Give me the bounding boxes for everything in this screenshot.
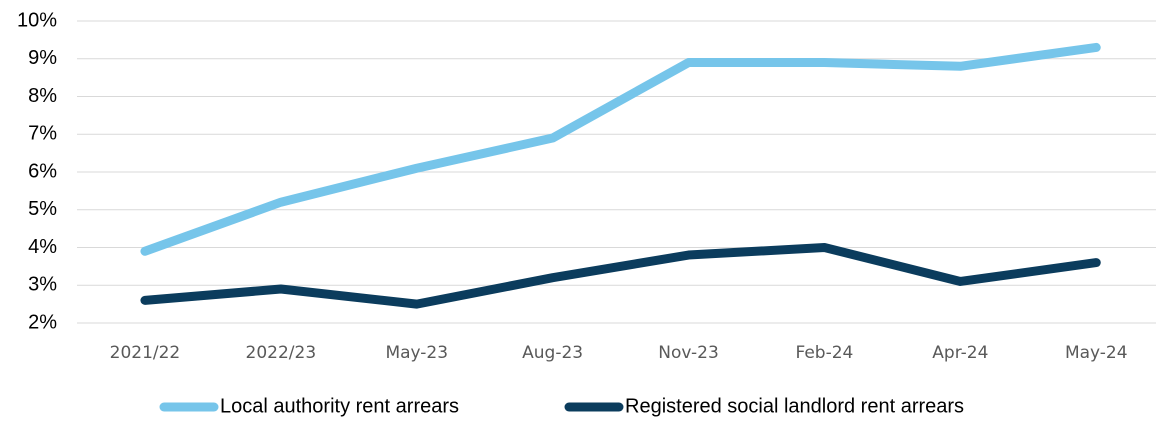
- series-line: [140, 42, 1101, 256]
- x-tick-label: Aug-23: [522, 343, 583, 363]
- x-tick-label: May-23: [385, 343, 448, 363]
- y-tick-label: 9%: [28, 47, 57, 69]
- legend-label: Registered social landlord rent arrears: [625, 395, 964, 417]
- y-tick-label: 3%: [28, 274, 57, 296]
- y-tick-label: 7%: [28, 123, 57, 145]
- y-tick-label: 10%: [17, 9, 57, 31]
- y-tick-label: 2%: [28, 311, 57, 333]
- y-tick-label: 6%: [28, 160, 57, 182]
- legend-label: Local authority rent arrears: [220, 395, 459, 417]
- x-tick-label: 2022/23: [246, 343, 317, 363]
- y-tick-label: 8%: [28, 85, 57, 107]
- x-tick-label: Apr-24: [932, 343, 988, 363]
- y-tick-label: 5%: [28, 198, 57, 220]
- y-tick-label: 4%: [28, 236, 57, 258]
- series-line: [140, 243, 1101, 309]
- x-tick-label: Feb-24: [796, 343, 854, 363]
- x-tick-label: 2021/22: [110, 343, 181, 363]
- x-tick-label: May-24: [1065, 343, 1128, 363]
- x-tick-label: Nov-23: [658, 343, 719, 363]
